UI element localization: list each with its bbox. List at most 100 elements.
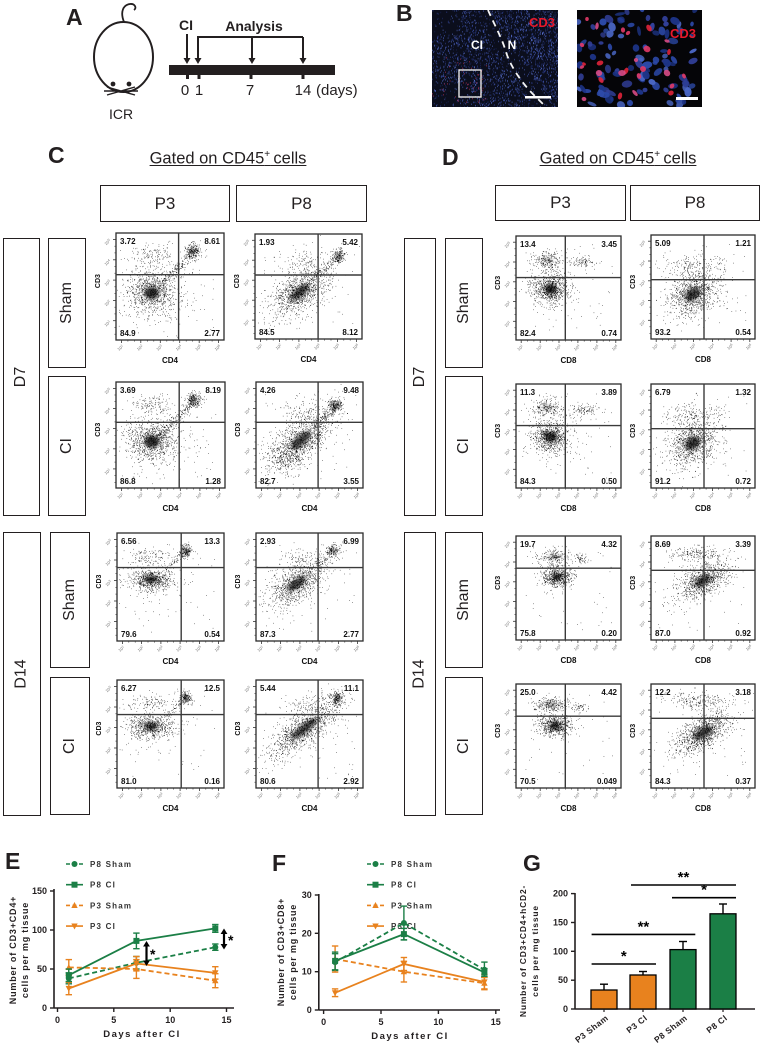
- svg-text:20: 20: [302, 928, 312, 938]
- svg-text:13.4: 13.4: [520, 240, 536, 249]
- svg-text:104: 104: [175, 644, 184, 652]
- svg-text:102: 102: [135, 343, 144, 351]
- svg-text:101: 101: [638, 319, 647, 327]
- svg-text:105: 105: [503, 389, 512, 397]
- svg-text:**: **: [638, 918, 650, 935]
- svg-text:150: 150: [553, 918, 568, 928]
- svg-text:103: 103: [295, 644, 304, 652]
- svg-text:103: 103: [503, 580, 512, 588]
- svg-text:103: 103: [295, 491, 304, 499]
- svg-text:Analysis: Analysis: [225, 18, 283, 34]
- svg-text:104: 104: [638, 708, 647, 716]
- svg-text:101: 101: [638, 768, 647, 776]
- svg-text:104: 104: [503, 260, 512, 268]
- svg-text:CD3: CD3: [670, 26, 696, 41]
- svg-text:82.4: 82.4: [520, 329, 536, 338]
- svg-text:5.09: 5.09: [655, 239, 671, 248]
- svg-text:25.0: 25.0: [520, 688, 536, 697]
- svg-text:3.69: 3.69: [120, 386, 136, 395]
- svg-text:103: 103: [638, 728, 647, 736]
- svg-text:101: 101: [117, 791, 126, 799]
- svg-text:19.7: 19.7: [520, 540, 536, 549]
- svg-text:CD3: CD3: [630, 424, 637, 438]
- svg-text:105: 105: [333, 791, 342, 799]
- svg-text:104: 104: [573, 791, 582, 799]
- svg-text:102: 102: [136, 491, 145, 499]
- svg-text:105: 105: [194, 644, 203, 652]
- svg-text:103: 103: [103, 278, 112, 286]
- svg-text:105: 105: [592, 791, 601, 799]
- svg-text:102: 102: [104, 746, 113, 754]
- svg-text:103: 103: [554, 643, 563, 651]
- svg-text:102: 102: [243, 447, 252, 455]
- svg-text:102: 102: [275, 644, 284, 652]
- svg-text:102: 102: [670, 491, 679, 499]
- svg-text:103: 103: [104, 579, 113, 587]
- svg-text:50: 50: [37, 964, 47, 974]
- svg-text:103: 103: [503, 728, 512, 736]
- svg-text:5.42: 5.42: [342, 238, 358, 247]
- svg-text:103: 103: [503, 428, 512, 436]
- svg-text:105: 105: [638, 541, 647, 549]
- svg-text:P8 CI: P8 CI: [704, 1013, 729, 1036]
- svg-text:CD4: CD4: [301, 504, 318, 513]
- svg-text:101: 101: [116, 491, 125, 499]
- svg-text:100: 100: [32, 925, 47, 935]
- svg-text:102: 102: [243, 599, 252, 607]
- svg-text:ICR: ICR: [109, 106, 133, 122]
- svg-text:101: 101: [651, 491, 660, 499]
- svg-text:102: 102: [275, 491, 284, 499]
- svg-text:150: 150: [32, 886, 47, 896]
- svg-text:CD3: CD3: [630, 724, 637, 738]
- svg-text:104: 104: [707, 643, 716, 651]
- svg-text:103: 103: [103, 427, 112, 435]
- svg-text:104: 104: [314, 491, 323, 499]
- svg-text:P3 CI: P3 CI: [624, 1013, 649, 1036]
- svg-text:102: 102: [243, 746, 252, 754]
- svg-text:105: 105: [503, 541, 512, 549]
- svg-text:CD8: CD8: [695, 504, 712, 513]
- svg-text:Days after CI: Days after CI: [103, 1029, 181, 1040]
- svg-text:104: 104: [103, 407, 112, 415]
- svg-text:102: 102: [274, 342, 283, 350]
- svg-text:101: 101: [256, 791, 265, 799]
- svg-text:6.27: 6.27: [121, 684, 137, 693]
- svg-text:102: 102: [535, 643, 544, 651]
- svg-text:200: 200: [553, 889, 568, 899]
- svg-text:Number of CD3+CD4+hCD2-: Number of CD3+CD4+hCD2-: [518, 885, 528, 1017]
- svg-text:50: 50: [558, 975, 568, 985]
- svg-text:102: 102: [535, 791, 544, 799]
- svg-text:CD4: CD4: [162, 504, 179, 513]
- svg-text:4.26: 4.26: [260, 386, 276, 395]
- svg-text:103: 103: [243, 427, 252, 435]
- svg-text:(days): (days): [316, 82, 358, 99]
- svg-text:8.61: 8.61: [204, 237, 220, 246]
- svg-text:CD3: CD3: [95, 423, 102, 437]
- svg-text:104: 104: [242, 259, 251, 267]
- svg-text:3.39: 3.39: [735, 540, 751, 549]
- svg-text:6.56: 6.56: [121, 537, 137, 546]
- svg-text:106: 106: [744, 643, 753, 651]
- svg-text:1: 1: [195, 82, 203, 99]
- svg-text:P8 Sham: P8 Sham: [652, 1013, 689, 1045]
- svg-text:CD3: CD3: [96, 574, 103, 588]
- svg-text:93.2: 93.2: [655, 328, 671, 337]
- svg-text:10: 10: [165, 1015, 175, 1025]
- svg-text:3.89: 3.89: [601, 388, 617, 397]
- svg-text:105: 105: [333, 644, 342, 652]
- svg-text:104: 104: [175, 791, 184, 799]
- svg-text:0.20: 0.20: [601, 629, 617, 638]
- svg-text:5: 5: [111, 1015, 116, 1025]
- svg-text:0: 0: [55, 1015, 60, 1025]
- svg-text:105: 105: [638, 240, 647, 248]
- svg-text:**: **: [678, 869, 690, 886]
- svg-text:CD4: CD4: [162, 657, 179, 666]
- svg-text:106: 106: [744, 491, 753, 499]
- svg-text:104: 104: [314, 791, 323, 799]
- svg-text:79.6: 79.6: [121, 630, 137, 639]
- svg-text:0.92: 0.92: [735, 629, 751, 638]
- svg-text:104: 104: [638, 560, 647, 568]
- svg-text:102: 102: [104, 599, 113, 607]
- svg-text:104: 104: [174, 343, 183, 351]
- svg-text:CI: CI: [179, 17, 193, 33]
